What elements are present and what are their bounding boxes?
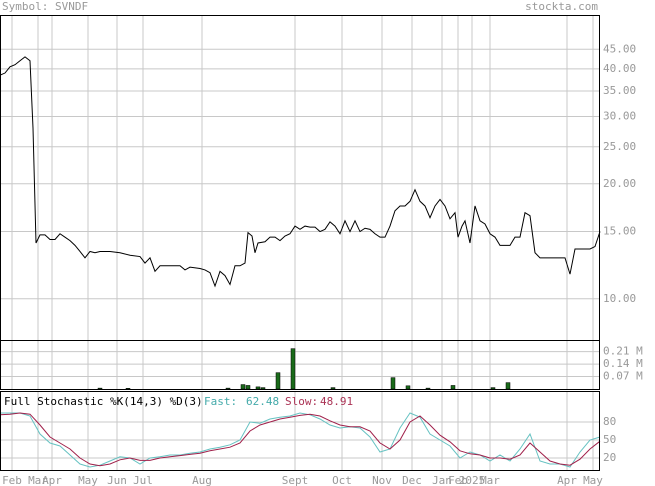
stochastic-title: Full Stochastic %K(14,3) %D(3) — [4, 395, 203, 408]
volume-bar — [405, 385, 411, 390]
volume-frame — [0, 340, 600, 390]
volume-bar — [125, 388, 131, 390]
volume-bar — [390, 377, 396, 390]
x-tick-label: Apr — [42, 474, 62, 486]
legend-fast-name: Fast: — [204, 395, 237, 408]
volume-bar — [97, 387, 103, 390]
y-tick-label: 15.00 — [603, 225, 636, 238]
x-tick-label: Jan — [432, 474, 452, 486]
y-tick-label: 0.07 M — [603, 370, 643, 383]
grids — [0, 16, 600, 470]
y-tick-label: 50 — [603, 433, 616, 446]
y-tick-label: 40.00 — [603, 62, 636, 75]
x-tick-label: Feb — [448, 474, 468, 486]
y-tick-label: 35.00 — [603, 84, 636, 97]
series-line — [0, 412, 601, 468]
x-tick-label: Sept — [282, 474, 309, 486]
y-tick-label: 80 — [603, 415, 616, 428]
volume-bar — [260, 387, 266, 390]
y-tick-label: 0.21 M — [603, 345, 643, 358]
series-line — [0, 412, 601, 467]
volume-bar — [290, 348, 296, 390]
y-tick-label: 30.00 — [603, 110, 636, 123]
y-tick-label: 20.00 — [603, 177, 636, 190]
volume-bar — [505, 382, 511, 390]
x-tick-label: May — [583, 474, 603, 486]
x-tick-label: Jul — [133, 474, 153, 486]
y-tick-label: 0.14 M — [603, 357, 643, 370]
y-tick-label: 45.00 — [603, 42, 636, 55]
volume-bar — [450, 385, 456, 390]
x-tick-label: May — [78, 474, 98, 486]
volume-bar — [245, 385, 251, 390]
x-tick-label: Nov — [372, 474, 392, 486]
legend-slow-name: Slow: — [285, 395, 318, 408]
volume-bar — [330, 387, 336, 390]
series-line — [0, 56, 601, 288]
x-tick-label: Mar — [28, 474, 48, 486]
marks — [0, 56, 601, 468]
x-tick-label: Aug — [192, 474, 212, 486]
x-tick-label: Feb — [2, 474, 22, 486]
source: stockta.com — [525, 0, 598, 13]
volume-bar — [275, 372, 281, 390]
x-tick-label: Oct — [332, 474, 352, 486]
x-tick-label: Dec — [402, 474, 422, 486]
volume-bar — [255, 386, 261, 390]
x-tick-label: Jun — [107, 474, 127, 486]
volume-bar — [225, 387, 231, 390]
y-tick-label: 25.00 — [603, 140, 636, 153]
x-tick-label: Mar — [480, 474, 500, 486]
y-tick-label: 10.00 — [603, 292, 636, 305]
volume-bar — [425, 387, 431, 390]
y-tick-label: 20 — [603, 451, 616, 464]
legend-slow-value: 48.91 — [320, 395, 353, 408]
stochastic-frame — [0, 391, 600, 471]
volume-bar — [490, 387, 496, 390]
volume-bar — [240, 384, 246, 390]
symbol: Symbol: SVNDF — [2, 0, 88, 13]
legend-fast-value: 62.48 — [246, 395, 279, 408]
x-tick-label: Apr — [557, 474, 577, 486]
x-tick-label: 2025 — [459, 474, 486, 486]
